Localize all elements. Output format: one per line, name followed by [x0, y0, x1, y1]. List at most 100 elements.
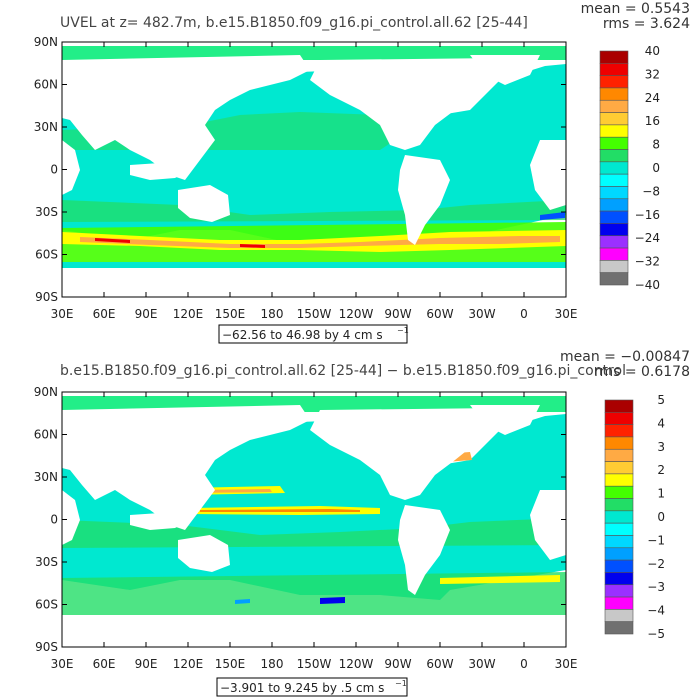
range-label: −62.56 to 46.98 by 4 cm s [222, 328, 383, 342]
y-tick-label: 60S [35, 248, 58, 262]
colorbar-label: −2 [647, 557, 665, 571]
colorbar-label: −24 [635, 231, 660, 245]
x-tick-label: 30W [468, 307, 495, 321]
colorbar-swatch [599, 173, 629, 187]
eurasia [62, 55, 310, 180]
colorbar-swatch [599, 223, 629, 237]
ocean-field [62, 262, 566, 268]
colorbar-label: 8 [652, 138, 660, 152]
x-tick-label: 120E [173, 657, 204, 671]
range-box: −62.56 to 46.98 by 4 cm s −1 [218, 324, 409, 344]
colorbar-swatch [599, 75, 629, 89]
ocean-band [95, 238, 130, 243]
range-label: −3.901 to 9.245 by .5 cm s [220, 681, 384, 695]
colorbar-label: −5 [647, 627, 665, 641]
y-tick-label: 60S [35, 598, 58, 612]
x-tick-label: 0 [520, 307, 528, 321]
south-america [398, 505, 450, 595]
rms-stat: rms = 3.624 [603, 16, 690, 32]
africa [530, 490, 566, 560]
map-area [61, 391, 567, 648]
x-tick-label: 180 [261, 307, 284, 321]
x-tick-label: 120W [339, 657, 374, 671]
colorbar-swatch [599, 87, 629, 101]
y-tick-label: 0 [50, 163, 58, 177]
north-america [310, 408, 510, 500]
y-axis: 90N 60N 30N 0 30S 60S 90S [34, 385, 566, 654]
eurasia [62, 405, 310, 530]
colorbar-swatch [604, 584, 634, 598]
x-tick-label: 30E [51, 307, 74, 321]
colorbar-label: 0 [657, 510, 665, 524]
colorbar-label: 0 [652, 161, 660, 175]
colorbar-swatch [604, 461, 634, 475]
x-tick-label: 30E [51, 657, 74, 671]
panel-top: UVEL at z= 482.7m, b.e15.B1850.f09_g16.p… [34, 1, 690, 344]
colorbar-label: 16 [645, 114, 660, 128]
colorbar-swatch [599, 161, 629, 175]
y-tick-label: 30S [35, 205, 58, 219]
colorbar-label: 40 [645, 44, 660, 58]
panel-title: b.e15.B1850.f09_g16.pi_control.all.62 [2… [60, 363, 626, 379]
colorbar-label: −40 [635, 278, 660, 292]
colorbar-swatch [599, 99, 629, 113]
land [62, 405, 566, 647]
antarctica [62, 616, 566, 647]
colorbar-label: 4 [657, 416, 665, 430]
colorbar-label: 3 [657, 440, 665, 454]
ocean-band [80, 236, 560, 248]
greenland [470, 405, 540, 435]
x-tick-label: 90W [384, 657, 411, 671]
colorbar: 5 4 3 2 1 0 −1 −2 −3 −4 −5 [604, 393, 665, 641]
greenland [470, 55, 540, 85]
colorbar-swatch [604, 621, 634, 635]
y-tick-label: 0 [50, 513, 58, 527]
y-axis: 90N 60N 30N 0 30S 60S 90S [34, 35, 566, 304]
colorbar-label: −3 [647, 580, 665, 594]
colorbar-swatch [604, 547, 634, 561]
y-tick-label: 30N [34, 120, 58, 134]
colorbar-swatch [599, 210, 629, 224]
ocean-field [62, 200, 566, 222]
colorbar-swatch [599, 260, 629, 273]
ocean-band [240, 244, 265, 248]
north-america [310, 58, 510, 150]
colorbar-swatch [604, 559, 634, 573]
ocean-band [200, 509, 360, 512]
colorbar: 40 32 24 16 8 0 −8 −16 −24 −32 −40 [599, 44, 660, 292]
colorbar-swatch [599, 186, 629, 200]
y-tick-label: 90S [35, 290, 58, 304]
colorbar-label: 32 [645, 67, 660, 81]
y-tick-label: 30S [35, 555, 58, 569]
colorbar-swatch [599, 50, 629, 64]
rms-stat: rms = 0.6178 [594, 364, 690, 380]
colorbar-swatch [604, 412, 634, 425]
colorbar-swatch [599, 112, 629, 126]
colorbar-swatch [599, 124, 629, 138]
colorbar-swatch [604, 596, 634, 610]
land [62, 55, 566, 297]
colorbar-label: 5 [657, 393, 665, 407]
ocean-band [440, 575, 560, 584]
x-tick-label: 60E [93, 307, 116, 321]
colorbar-swatch [599, 198, 629, 212]
colorbar-swatch [604, 572, 634, 586]
colorbar-label: 24 [645, 91, 660, 105]
mean-stat: mean = 0.5543 [581, 1, 690, 17]
x-tick-label: 150E [215, 657, 246, 671]
colorbar-swatch [604, 424, 634, 438]
australia [178, 535, 230, 572]
south-america [398, 155, 450, 245]
colorbar-swatch [604, 448, 634, 462]
colorbar-swatch [599, 149, 629, 163]
x-tick-label: 30W [468, 657, 495, 671]
x-tick-label: 60W [426, 657, 453, 671]
colorbar-label: −4 [647, 604, 665, 618]
range-unit-exponent: −1 [395, 679, 407, 688]
colorbar-swatch [604, 498, 634, 512]
africa-west [62, 140, 80, 195]
x-tick-label: 60E [93, 657, 116, 671]
x-tick-label: 150W [297, 307, 332, 321]
panel-title: UVEL at z= 482.7m, b.e15.B1850.f09_g16.p… [60, 15, 528, 31]
